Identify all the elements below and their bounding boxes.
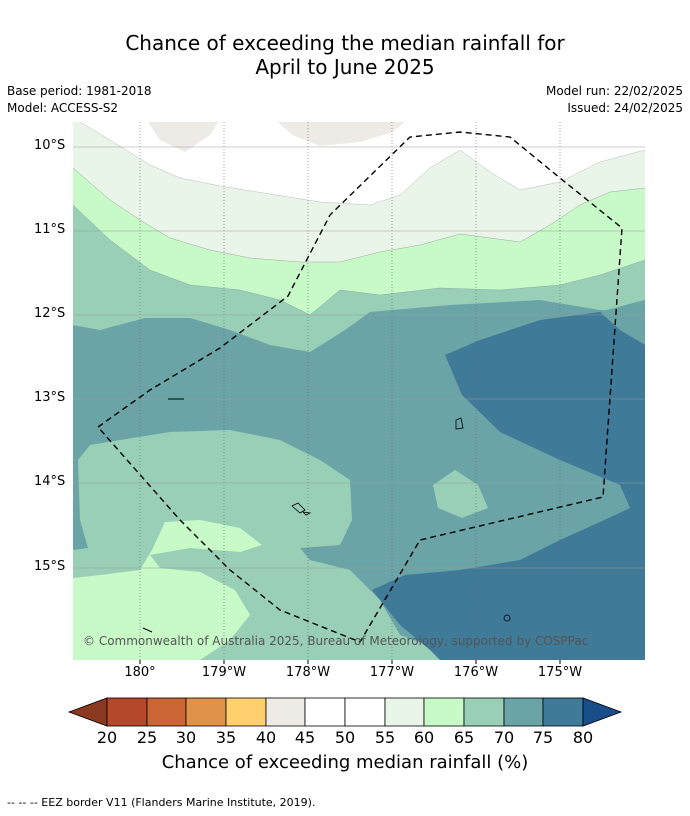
- lon-label: 175°W: [537, 665, 583, 680]
- colorbar-swatch-45: [304, 697, 346, 727]
- contour-line: [79, 122, 645, 206]
- lat-label: 12°S: [34, 306, 66, 321]
- colorbar-extend-high: [582, 697, 623, 727]
- colorbar-tick: 55: [374, 728, 396, 747]
- rainfall-map: © Commonwealth of Australia 2025, Bureau…: [73, 122, 645, 660]
- issued-text: Issued: 24/02/2025: [567, 101, 683, 115]
- colorbar-swatch-65: [463, 697, 505, 727]
- colorbar-tick: 80: [572, 728, 594, 747]
- colorbar-tick: 65: [453, 728, 475, 747]
- lon-label: 179°W: [201, 665, 247, 680]
- colorbar: [67, 697, 623, 727]
- lat-label: 10°S: [34, 138, 66, 153]
- lat-label: 11°S: [34, 222, 66, 237]
- band-45-55: [73, 122, 645, 205]
- band-70-75-east: [600, 122, 645, 345]
- island-outline: [455, 417, 464, 430]
- lon-label: 176°W: [453, 665, 499, 680]
- latitude-gridlines: [73, 146, 645, 569]
- lat-label: 15°S: [34, 559, 66, 574]
- colorbar-swatch-25: [146, 697, 187, 727]
- colorbar-tick: 30: [175, 728, 197, 747]
- colorbar-tick: 25: [136, 728, 158, 747]
- lat-label: 13°S: [34, 390, 66, 405]
- island-outline: [142, 627, 153, 633]
- colorbar-swatch-20: [106, 697, 148, 727]
- lon-label: 180°: [124, 665, 156, 680]
- colorbar-tick: 20: [96, 728, 118, 747]
- colorbar-tick: 45: [294, 728, 316, 747]
- colorbar-swatch-50: [344, 697, 386, 727]
- base-period-text: Base period: 1981-2018: [7, 84, 152, 98]
- model-text: Model: ACCESS-S2: [7, 101, 119, 115]
- colorbar-swatch-60: [423, 697, 465, 727]
- eez-border: [96, 131, 623, 643]
- band-75-80: [372, 122, 645, 660]
- lon-label: 178°W: [285, 665, 331, 680]
- island-outline: [503, 614, 511, 622]
- band-40-45-a: [148, 122, 218, 152]
- model-run-text: Model run: 22/02/2025: [545, 84, 683, 98]
- colorbar-tick: 75: [532, 728, 554, 747]
- colorbar-swatch-40: [265, 697, 306, 727]
- band-65-70-patch: [433, 470, 488, 518]
- colorbar-tick: 60: [413, 728, 435, 747]
- lon-ticks: [139, 660, 561, 664]
- eez-legend-note: -- -- -- EEZ border V11 (Flanders Marine…: [7, 796, 316, 809]
- title-line-1: Chance of exceeding the median rainfall …: [125, 31, 565, 55]
- island-outline: [291, 502, 312, 516]
- colorbar-tick: 50: [334, 728, 356, 747]
- colorbar-swatch-35: [225, 697, 267, 727]
- meta-left: Base period: 1981-2018 Model: ACCESS-S2: [7, 83, 152, 117]
- colorbar-swatch-75: [542, 697, 584, 727]
- colorbar-tick: 70: [493, 728, 515, 747]
- lat-label: 14°S: [34, 474, 66, 489]
- map-title: Chance of exceeding the median rainfall …: [0, 31, 690, 79]
- title-line-2: April to June 2025: [255, 55, 435, 79]
- band-60-65-south: [73, 520, 262, 660]
- contour-line: [73, 204, 645, 316]
- lon-label: 177°W: [369, 665, 415, 680]
- colorbar-extend-low: [67, 697, 108, 727]
- band-40-45-b: [278, 122, 405, 146]
- contour-line: [73, 167, 645, 263]
- colorbar-tick: 35: [215, 728, 237, 747]
- colorbar-swatch-55: [384, 697, 425, 727]
- colorbar-tick: 40: [255, 728, 277, 747]
- colorbar-title: Chance of exceeding median rainfall (%): [161, 752, 529, 773]
- colorbar-swatch-70: [503, 697, 544, 727]
- colorbar-swatch-30: [185, 697, 227, 727]
- copyright-text: © Commonwealth of Australia 2025, Bureau…: [83, 634, 588, 648]
- meta-right: Model run: 22/02/2025 Issued: 24/02/2025: [546, 83, 683, 117]
